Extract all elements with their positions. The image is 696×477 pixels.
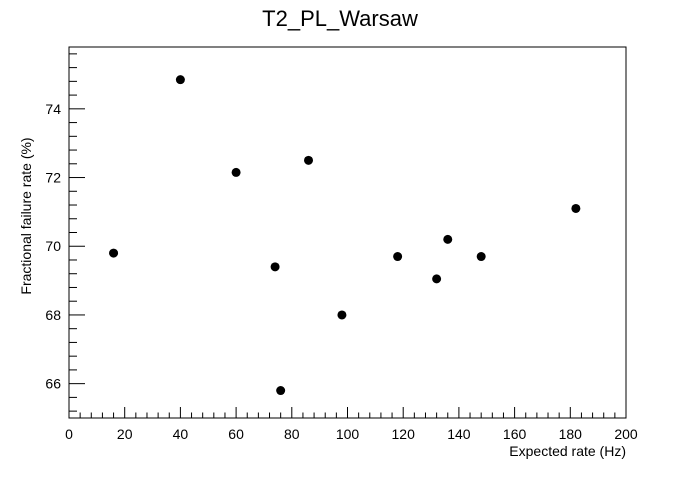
- data-point: [476, 252, 486, 262]
- chart-title: T2_PL_Warsaw: [262, 6, 418, 31]
- data-point: [231, 167, 241, 177]
- x-tick-label: 60: [228, 426, 244, 442]
- y-tick-label: 68: [45, 307, 61, 323]
- x-tick-label: 200: [614, 426, 638, 442]
- y-axis: 66 68 70 72 74: [45, 53, 85, 412]
- y-axis-title: Fractional failure rate (%): [18, 137, 34, 294]
- data-point: [276, 386, 286, 396]
- x-axis-title: Expected rate (Hz): [509, 443, 626, 459]
- data-point: [443, 234, 453, 244]
- data-point: [109, 248, 119, 258]
- y-tick-label: 74: [45, 101, 61, 117]
- data-point: [270, 262, 280, 272]
- x-axis: 0 20 40 60 80 100 120 140 160 180 200: [65, 407, 638, 442]
- plot-frame: [68, 46, 627, 419]
- x-tick-label: 40: [173, 426, 189, 442]
- x-tick-label: 160: [503, 426, 527, 442]
- x-tick-label: 180: [559, 426, 583, 442]
- x-tick-label: 0: [65, 426, 73, 442]
- data-point: [337, 310, 347, 320]
- data-point: [304, 155, 314, 165]
- y-tick-label: 72: [45, 170, 61, 186]
- x-tick-label: 80: [284, 426, 300, 442]
- data-point: [175, 75, 185, 85]
- x-tick-label: 120: [392, 426, 416, 442]
- y-tick-label: 66: [45, 376, 61, 392]
- data-point: [571, 203, 581, 213]
- x-tick-label: 140: [447, 426, 471, 442]
- data-point: [432, 274, 442, 284]
- data-points: [109, 75, 581, 396]
- x-tick-label: 100: [336, 426, 360, 442]
- data-point: [393, 252, 403, 262]
- x-tick-label: 20: [117, 426, 133, 442]
- y-tick-label: 70: [45, 238, 61, 254]
